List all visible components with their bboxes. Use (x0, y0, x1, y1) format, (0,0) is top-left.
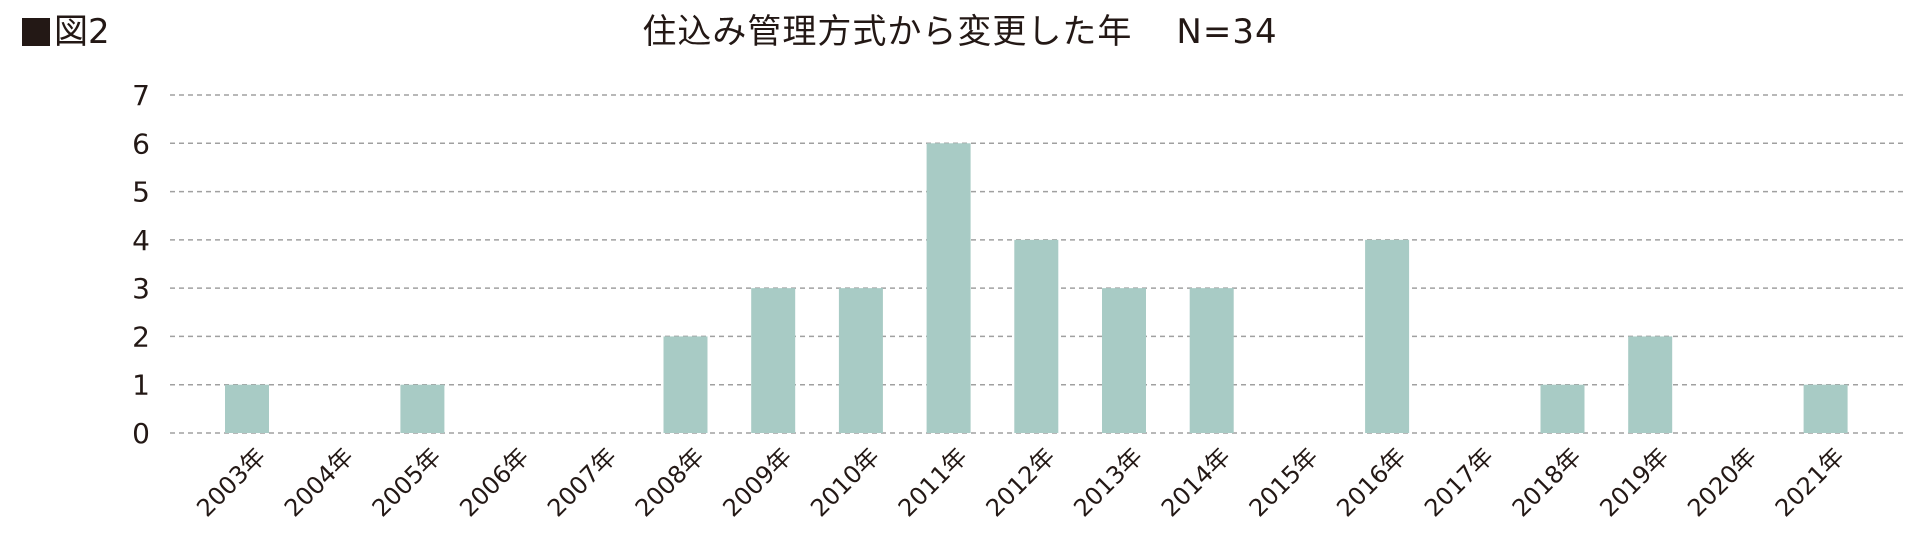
y-tick-label: 5 (132, 176, 150, 209)
bar (1102, 288, 1146, 433)
y-tick-label: 7 (132, 79, 150, 112)
x-tick-label: 2007年 (542, 442, 622, 522)
bar (1803, 384, 1848, 433)
x-tick-label: 2006年 (454, 442, 534, 522)
figure-number: 図2 (54, 12, 110, 52)
bar (1189, 288, 1234, 433)
x-tick-label: 2015年 (1244, 442, 1324, 522)
x-tick-label: 2019年 (1594, 442, 1674, 522)
chart-title-text: 住込み管理方式から変更した年 (642, 12, 1133, 52)
x-tick-label: 2004年 (279, 442, 359, 522)
x-tick-label: 2013年 (1068, 442, 1148, 522)
bar (225, 384, 269, 433)
bar (838, 288, 883, 433)
x-tick-label: 2009年 (717, 442, 797, 522)
chart-sample-size: N=34 (1176, 12, 1278, 52)
bar (926, 143, 971, 434)
y-tick-label: 3 (132, 272, 150, 305)
y-tick-label: 4 (132, 224, 150, 257)
bar (1628, 336, 1673, 433)
x-tick-label: 2018年 (1507, 442, 1587, 522)
chart-title: 住込み管理方式から変更した年 N=34 (0, 12, 1920, 52)
x-tick-label: 2011年 (893, 442, 973, 522)
x-tick-label: 2020年 (1682, 442, 1762, 522)
bar (1014, 239, 1059, 433)
y-tick-label: 0 (132, 417, 150, 450)
y-axis-ticks: 0 1 2 3 4 5 6 7 (132, 79, 150, 450)
x-tick-label: 2008年 (630, 442, 710, 522)
black-square-icon (22, 18, 50, 46)
bar (751, 288, 796, 433)
y-tick-label: 2 (132, 320, 150, 353)
x-axis-ticks: 2003年 2004年 2005年 2006年 2007年 2008年 2009年 2010年… (191, 442, 1850, 522)
x-tick-label: 2016年 (1331, 442, 1411, 522)
y-tick-label: 1 (132, 369, 150, 402)
figure-label: 図2 (22, 12, 110, 52)
x-tick-label: 2012年 (981, 442, 1061, 522)
x-tick-label: 2003年 (191, 442, 271, 522)
x-tick-label: 2010年 (805, 442, 885, 522)
bars (225, 143, 1848, 434)
bar (663, 336, 708, 433)
y-tick-label: 6 (132, 127, 150, 160)
x-tick-label: 2014年 (1156, 442, 1236, 522)
bar (1365, 239, 1410, 433)
x-tick-label: 2021年 (1770, 442, 1850, 522)
x-tick-label: 2017年 (1419, 442, 1499, 522)
x-tick-label: 2005年 (367, 442, 447, 522)
bar (400, 384, 445, 433)
bar (1540, 384, 1585, 433)
